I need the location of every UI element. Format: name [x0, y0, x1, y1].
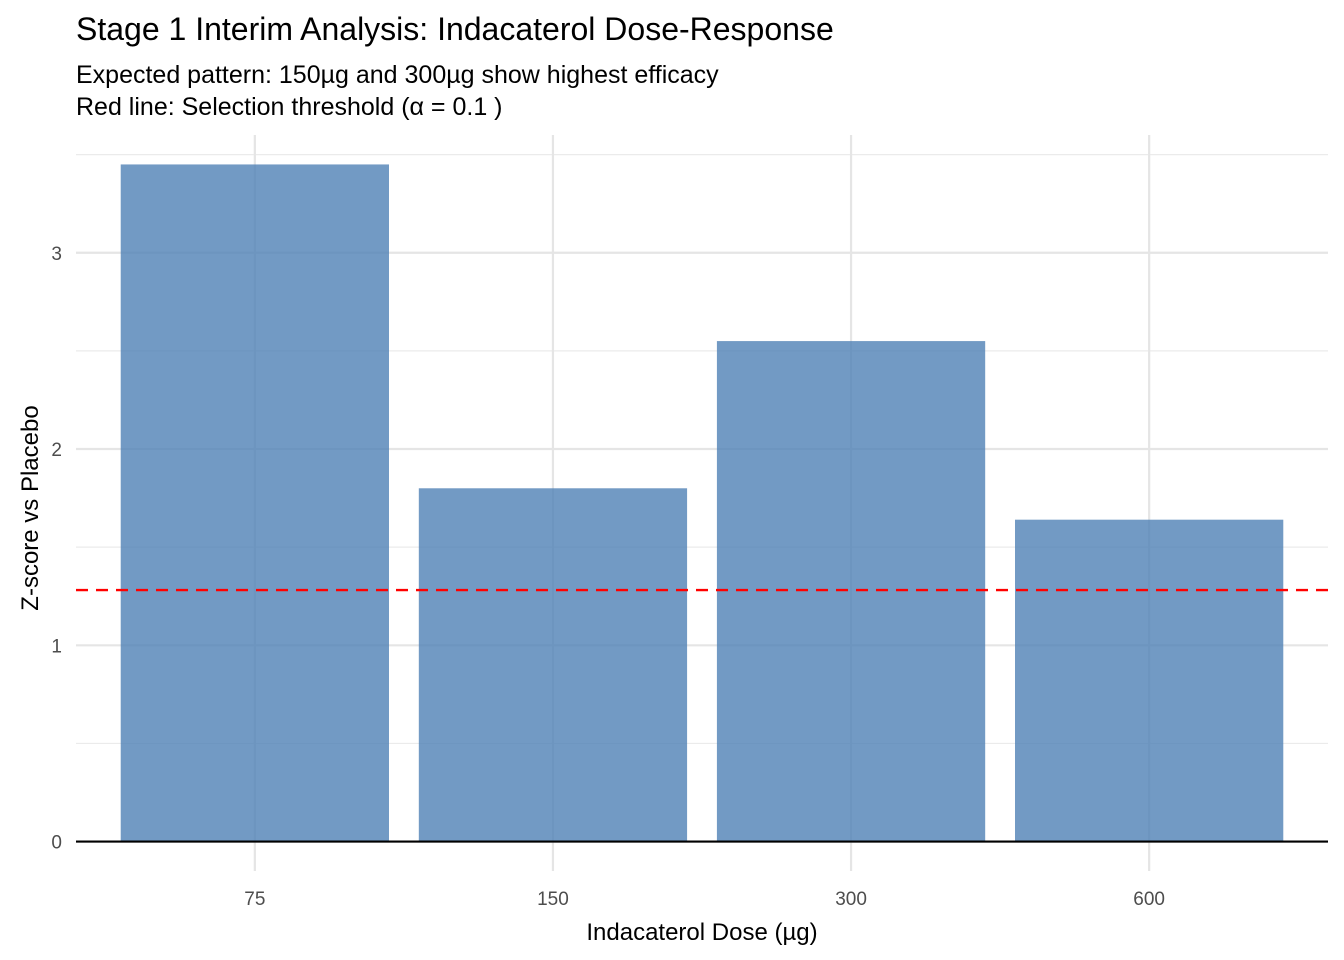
y-tick-label: 3 [51, 244, 62, 265]
y-tick-label: 1 [51, 636, 62, 657]
y-tick-label: 0 [51, 833, 62, 854]
chart-subtitle-line-1: Expected pattern: 150µg and 300µg show h… [76, 61, 719, 89]
bar-600 [1015, 519, 1284, 842]
bar-150 [418, 488, 688, 842]
y-tick-label: 2 [51, 440, 62, 461]
chart-subtitle-line-2: Red line: Selection threshold (α = 0.1 ) [76, 93, 503, 121]
x-tick-label: 75 [244, 889, 265, 910]
x-tick-label: 600 [1133, 889, 1165, 910]
chart-title: Stage 1 Interim Analysis: Indacaterol Do… [76, 11, 834, 47]
x-tick-label: 300 [835, 889, 867, 910]
y-axis-label: Z-score vs Placebo [17, 405, 44, 610]
bar-300 [716, 341, 986, 842]
bar-75 [120, 164, 389, 842]
y-axis-ticks: 0 1 2 3 [51, 244, 62, 854]
x-tick-label: 150 [537, 889, 569, 910]
x-axis-ticks: 75 150 300 600 [244, 889, 1165, 910]
x-axis-label: Indacaterol Dose (µg) [586, 919, 817, 946]
bars [120, 164, 1284, 842]
